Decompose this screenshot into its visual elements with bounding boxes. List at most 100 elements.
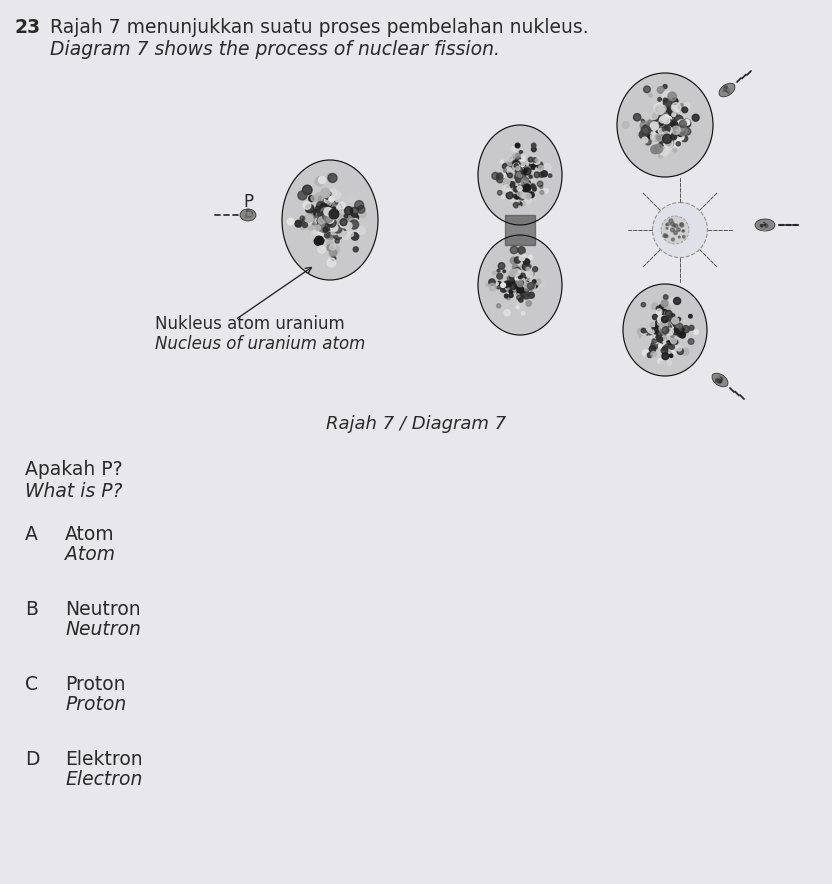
Circle shape [672, 318, 676, 323]
Circle shape [514, 182, 520, 188]
Circle shape [515, 254, 518, 257]
Circle shape [350, 207, 359, 216]
Circle shape [663, 99, 672, 108]
Circle shape [662, 302, 666, 307]
Circle shape [522, 292, 529, 299]
Circle shape [334, 219, 344, 229]
Circle shape [666, 131, 671, 135]
Circle shape [512, 172, 516, 177]
Circle shape [534, 172, 540, 178]
Circle shape [328, 213, 336, 221]
Circle shape [664, 139, 673, 148]
Circle shape [662, 328, 666, 332]
Circle shape [662, 123, 667, 127]
Circle shape [647, 329, 653, 335]
Circle shape [518, 172, 522, 178]
Circle shape [329, 217, 337, 225]
Circle shape [682, 235, 685, 238]
Circle shape [506, 192, 513, 199]
Circle shape [518, 283, 522, 287]
Circle shape [663, 126, 669, 132]
Circle shape [515, 143, 520, 148]
Circle shape [520, 279, 527, 286]
Circle shape [327, 217, 333, 223]
Circle shape [661, 124, 665, 127]
Circle shape [327, 217, 332, 221]
Circle shape [503, 181, 508, 186]
Circle shape [517, 173, 522, 179]
Circle shape [325, 208, 334, 217]
Circle shape [664, 328, 670, 333]
Circle shape [666, 327, 672, 334]
Circle shape [639, 131, 647, 139]
Circle shape [531, 166, 534, 171]
Circle shape [520, 179, 522, 181]
Circle shape [520, 286, 527, 293]
Circle shape [509, 284, 512, 286]
Circle shape [506, 168, 512, 174]
Circle shape [662, 151, 667, 156]
Circle shape [659, 125, 667, 133]
Circle shape [718, 377, 721, 381]
Circle shape [661, 121, 669, 129]
Circle shape [524, 168, 531, 175]
Circle shape [656, 125, 661, 130]
Circle shape [318, 231, 326, 240]
Circle shape [298, 191, 307, 200]
Circle shape [502, 172, 506, 178]
Circle shape [318, 246, 325, 253]
Circle shape [522, 172, 525, 175]
Circle shape [521, 282, 527, 288]
Circle shape [671, 122, 678, 129]
Circle shape [321, 217, 327, 222]
Circle shape [324, 217, 328, 220]
Circle shape [648, 329, 651, 332]
Circle shape [662, 122, 667, 127]
Circle shape [523, 181, 529, 187]
Circle shape [666, 324, 671, 330]
Circle shape [322, 199, 329, 206]
Circle shape [506, 177, 510, 180]
Circle shape [764, 225, 767, 227]
Circle shape [324, 215, 332, 223]
Circle shape [346, 217, 353, 223]
Circle shape [532, 147, 536, 152]
Circle shape [660, 122, 663, 126]
Circle shape [656, 327, 660, 332]
Circle shape [543, 188, 548, 194]
Circle shape [664, 316, 669, 321]
Circle shape [327, 217, 331, 222]
Circle shape [526, 171, 529, 174]
Circle shape [518, 280, 524, 287]
Circle shape [351, 232, 359, 240]
Circle shape [667, 123, 673, 130]
Circle shape [511, 286, 517, 293]
Circle shape [519, 280, 522, 284]
Circle shape [329, 218, 332, 222]
Circle shape [531, 172, 533, 175]
Text: D: D [25, 750, 39, 769]
Circle shape [318, 217, 325, 225]
Circle shape [521, 300, 524, 302]
Circle shape [327, 173, 333, 179]
Circle shape [661, 120, 666, 126]
Circle shape [519, 171, 522, 173]
Circle shape [514, 286, 519, 291]
Circle shape [518, 172, 522, 178]
Circle shape [324, 232, 333, 240]
Circle shape [516, 160, 522, 166]
Circle shape [677, 348, 683, 354]
Circle shape [324, 192, 332, 200]
Circle shape [321, 188, 330, 197]
Circle shape [520, 284, 527, 290]
Circle shape [661, 309, 667, 315]
Circle shape [519, 284, 522, 286]
Circle shape [717, 378, 720, 381]
Circle shape [518, 280, 522, 284]
Circle shape [645, 134, 652, 141]
Circle shape [317, 235, 324, 243]
Circle shape [682, 107, 688, 112]
Circle shape [726, 88, 729, 92]
Circle shape [728, 92, 730, 94]
Circle shape [327, 215, 334, 221]
